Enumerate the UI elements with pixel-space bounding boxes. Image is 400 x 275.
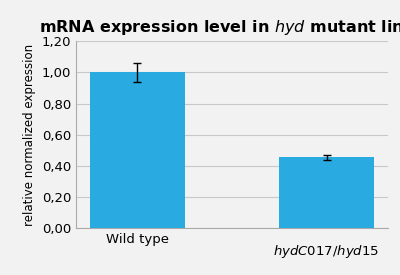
Bar xyxy=(90,72,185,228)
Y-axis label: relative normalized expression: relative normalized expression xyxy=(23,44,36,226)
Title: mRNA expression level in $\bf{\it{hyd}}$ mutant lines: mRNA expression level in $\bf{\it{hyd}}$… xyxy=(39,18,400,37)
Text: $\it{hydC017/hyd15}$: $\it{hydC017/hyd15}$ xyxy=(274,243,380,260)
Bar xyxy=(279,157,374,228)
